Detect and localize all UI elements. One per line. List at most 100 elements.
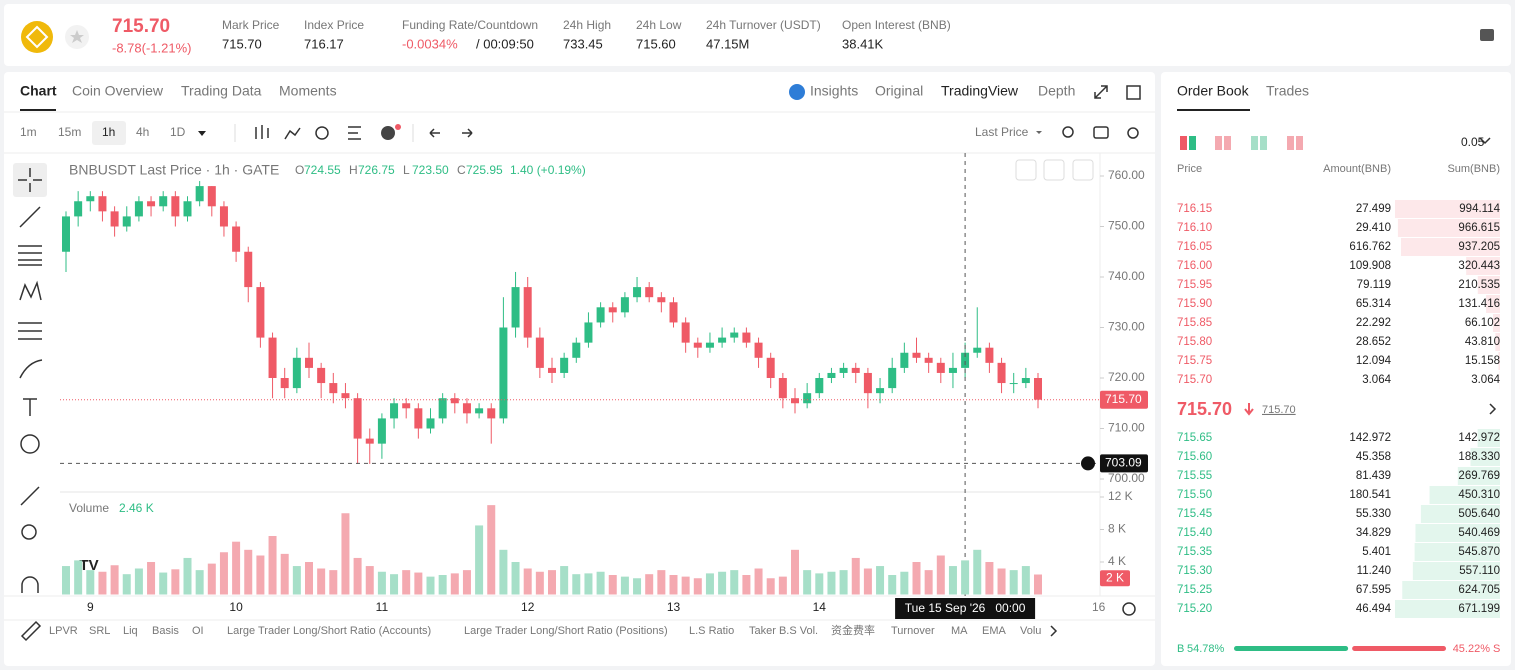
indicator[interactable]: Turnover <box>891 625 935 637</box>
undo-icon[interactable] <box>429 128 440 138</box>
indicator[interactable]: MA <box>951 625 968 637</box>
chart-btn[interactable] <box>1015 159 1037 181</box>
volume-current-tag <box>1100 570 1130 587</box>
indicator[interactable]: Large Trader Long/Short Ratio (Accounts) <box>227 625 431 637</box>
ob-sum: 269.769 <box>1458 470 1500 482</box>
indicator-icon[interactable] <box>284 127 301 140</box>
crosshair-tool[interactable] <box>18 168 42 192</box>
emoji-tool[interactable] <box>20 434 40 454</box>
window-icon[interactable] <box>1126 85 1141 100</box>
chart-tab[interactable]: Chart <box>20 83 57 99</box>
candle-body <box>876 388 885 394</box>
price-type[interactable]: Last Price <box>975 125 1029 139</box>
chart-tab[interactable]: Trading Data <box>181 83 262 99</box>
chart-btn[interactable] <box>1072 159 1094 181</box>
x-tick-label: 9 <box>87 600 94 614</box>
ob-layout-icon[interactable] <box>1260 136 1267 150</box>
ob-layout-icon[interactable] <box>1251 136 1258 150</box>
candle-type-icon[interactable] <box>255 125 269 139</box>
expand-icon[interactable] <box>1094 85 1108 99</box>
fib-tool[interactable] <box>18 245 42 266</box>
ob-tab[interactable]: Order Book <box>1177 83 1250 99</box>
candle-body <box>584 322 593 343</box>
candle-body <box>377 418 386 444</box>
interval[interactable]: 4h <box>136 125 149 139</box>
indicator[interactable]: SRL <box>89 625 110 637</box>
indicator[interactable]: 资金费率 <box>831 623 875 637</box>
indicator[interactable]: Volu <box>1020 625 1041 637</box>
interval[interactable]: 1m <box>20 125 37 139</box>
mid-arrow[interactable] <box>1489 403 1497 415</box>
crosshair-add[interactable] <box>1081 456 1095 471</box>
redo-icon[interactable] <box>462 128 473 138</box>
ob-layout-icon[interactable] <box>1296 136 1303 150</box>
chart-panel <box>4 72 1155 666</box>
search-icon[interactable] <box>1062 126 1074 138</box>
stat-label: 24h Low <box>636 18 682 32</box>
indicator[interactable]: Basis <box>152 625 179 637</box>
ob-layout-icon[interactable] <box>1180 136 1187 150</box>
ob-precision[interactable]: 0.05 <box>1461 135 1485 149</box>
precision-arrow[interactable] <box>1479 137 1491 145</box>
depth-bar <box>1420 505 1500 523</box>
axis-settings[interactable] <box>1122 602 1136 616</box>
indicator[interactable]: Large Trader Long/Short Ratio (Positions… <box>464 625 668 637</box>
chart-tab[interactable]: Coin Overview <box>72 83 164 99</box>
volume-bar <box>633 578 642 595</box>
trendline-tool[interactable] <box>19 206 41 228</box>
chart-view[interactable]: Original <box>875 83 923 99</box>
dropdown-arrow[interactable] <box>198 131 206 136</box>
chart-view[interactable]: Depth <box>1038 83 1075 99</box>
volume-bar <box>584 573 593 595</box>
volume-bar <box>1021 566 1030 595</box>
brush-tool[interactable] <box>19 359 43 379</box>
settings-icon[interactable] <box>1127 127 1139 139</box>
indicator[interactable]: L.S Ratio <box>689 625 734 637</box>
indicator[interactable]: Taker B.S Vol. <box>749 625 818 637</box>
ob-layout-icon[interactable] <box>1224 136 1231 150</box>
magnet-tool[interactable] <box>21 576 39 593</box>
scroll-right[interactable] <box>1050 625 1058 637</box>
volume-bar <box>705 573 714 595</box>
prediction-tool[interactable] <box>18 322 42 340</box>
interval[interactable]: 1D <box>170 125 186 139</box>
pattern-tool[interactable] <box>19 280 42 301</box>
volume-bar <box>936 555 945 595</box>
ruler-tool[interactable] <box>20 486 40 506</box>
indicator[interactable]: LPVR <box>49 625 78 637</box>
ob-layout-icon[interactable] <box>1287 136 1294 150</box>
volume-bar <box>839 570 848 595</box>
indicator[interactable]: Liq <box>123 625 138 637</box>
indicator[interactable]: EMA <box>982 625 1007 637</box>
chart-view[interactable]: TradingView <box>941 83 1019 99</box>
ob-layout-icon[interactable] <box>1189 136 1196 150</box>
template-icon[interactable] <box>348 126 361 140</box>
volume-bar <box>924 570 933 595</box>
ob-amount: 55.330 <box>1356 508 1391 520</box>
ob-layout-icon[interactable] <box>1215 136 1222 150</box>
chart-btn[interactable] <box>1043 159 1065 181</box>
ob-tab[interactable]: Trades <box>1266 83 1309 99</box>
chart-view[interactable]: Insights <box>810 83 858 99</box>
interval[interactable]: 1h <box>102 125 115 139</box>
ratio-buy-key: B <box>1177 643 1184 655</box>
candle-body <box>305 357 313 368</box>
candle-body <box>754 342 763 358</box>
tool-active[interactable] <box>13 163 47 197</box>
pencil-tool[interactable] <box>20 620 42 642</box>
zoom-tool[interactable] <box>21 524 37 540</box>
add-icon[interactable] <box>381 126 395 140</box>
header-icon[interactable] <box>1480 29 1494 41</box>
y-tick-label: 760.00 <box>1108 168 1145 182</box>
interval[interactable]: 15m <box>58 125 81 139</box>
ob-amount: 11.240 <box>1357 565 1391 577</box>
chart-tab[interactable]: Moments <box>279 83 337 99</box>
indicator[interactable]: OI <box>192 625 204 637</box>
dropdown-arrow[interactable] <box>1036 131 1042 134</box>
text-tool[interactable] <box>23 398 37 416</box>
ob-sum: 188.330 <box>1458 451 1500 463</box>
ratio-buy-bar <box>1234 646 1349 651</box>
depth-bar <box>1466 257 1500 275</box>
camera-icon[interactable] <box>1093 126 1109 139</box>
replay-icon[interactable] <box>315 126 329 140</box>
